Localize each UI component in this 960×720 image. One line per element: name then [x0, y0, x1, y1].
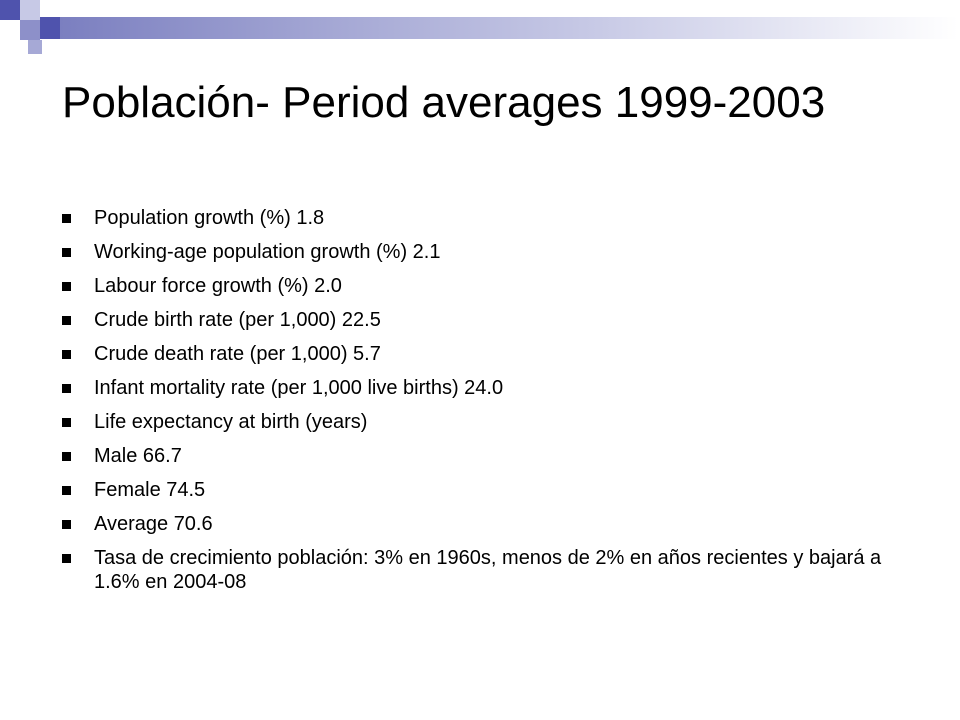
square-bullet-icon [62, 350, 71, 359]
square-bullet-icon [62, 316, 71, 325]
bullet-text: Infant mortality rate (per 1,000 live bi… [94, 377, 504, 399]
bullet-item: Infant mortality rate (per 1,000 live bi… [62, 376, 882, 400]
decor-square [0, 0, 20, 20]
slide-title: Población- Period averages 1999-2003 [62, 78, 826, 127]
square-bullet-icon [62, 248, 71, 257]
bullet-text: Crude death rate (per 1,000) 5.7 [94, 343, 381, 365]
bullet-text: Labour force growth (%) 2.0 [94, 275, 342, 297]
bullet-text: Population growth (%) 1.8 [94, 207, 325, 229]
bullet-item: Male 66.7 [62, 444, 882, 468]
square-bullet-icon [62, 282, 71, 291]
bullet-item: Crude death rate (per 1,000) 5.7 [62, 342, 882, 366]
bullet-text: Female 74.5 [94, 479, 206, 501]
decor-square [40, 17, 60, 39]
bullet-item: Crude birth rate (per 1,000) 22.5 [62, 308, 882, 332]
decor-square [28, 40, 42, 54]
bullet-text: Working-age population growth (%) 2.1 [94, 241, 441, 263]
bullet-item: Population growth (%) 1.8 [62, 206, 882, 230]
bullet-item: Female 74.5 [62, 478, 882, 502]
square-bullet-icon [62, 384, 71, 393]
bullet-text: Life expectancy at birth (years) [94, 411, 368, 433]
bullet-text: Male 66.7 [94, 445, 182, 467]
bullet-text: Tasa de crecimiento población: 3% en 196… [94, 547, 882, 593]
header-gradient-band [60, 17, 958, 39]
bullet-text: Average 70.6 [94, 513, 213, 535]
bullet-text: Crude birth rate (per 1,000) 22.5 [94, 309, 381, 331]
decor-square [20, 20, 40, 40]
bullet-item: Tasa de crecimiento población: 3% en 196… [62, 546, 882, 594]
bullet-item: Average 70.6 [62, 512, 882, 536]
bullet-item: Labour force growth (%) 2.0 [62, 274, 882, 298]
square-bullet-icon [62, 554, 71, 563]
bullet-item: Life expectancy at birth (years) [62, 410, 882, 434]
square-bullet-icon [62, 214, 71, 223]
square-bullet-icon [62, 452, 71, 461]
bullet-list: Population growth (%) 1.8 Working-age po… [62, 206, 882, 604]
decor-square [20, 0, 40, 20]
square-bullet-icon [62, 418, 71, 427]
bullet-item: Working-age population growth (%) 2.1 [62, 240, 882, 264]
square-bullet-icon [62, 520, 71, 529]
square-bullet-icon [62, 486, 71, 495]
